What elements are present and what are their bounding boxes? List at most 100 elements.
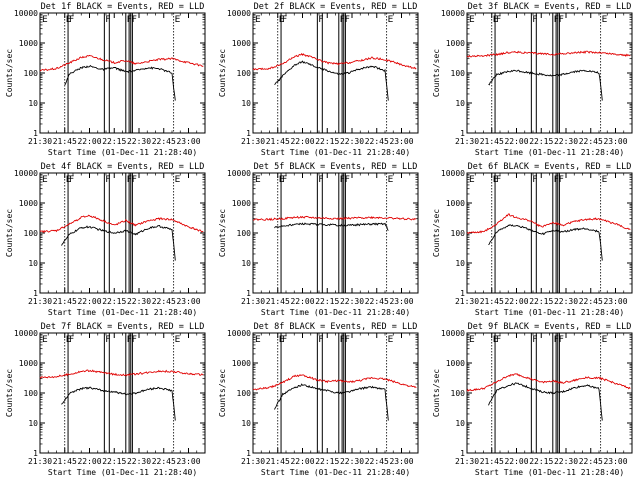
y-tick-label: 10 [28, 99, 38, 108]
x-tick-label: 23:00 [603, 457, 627, 466]
x-tick-label: 21:45 [53, 137, 77, 146]
x-tick-label: 22:45 [578, 297, 602, 306]
x-tick-label: 22:30 [554, 297, 578, 306]
y-tick-label: 100 [237, 229, 252, 238]
lld-series-line [466, 213, 631, 235]
x-tick-label: 22:45 [152, 457, 176, 466]
x-tick-label: 22:45 [365, 457, 389, 466]
y-tick-label: 1000 [19, 39, 38, 48]
chart-title: Det 9f BLACK = Events, RED = LLD [467, 322, 631, 332]
detector-panel-3: Det 3f BLACK = Events, RED = LLD 1 10 100 10… [427, 0, 640, 160]
flag-label: E [175, 175, 181, 185]
x-tick-label: 22:15 [529, 457, 553, 466]
x-tick-label: 22:15 [102, 457, 126, 466]
x-tick-label: 21:45 [266, 297, 290, 306]
flag-label: F [69, 335, 74, 345]
y-axis-label: Counts/sec [5, 49, 14, 97]
flag-label: F [340, 15, 345, 25]
x-tick-label: 21:30 [455, 137, 479, 146]
events-series-line [61, 386, 176, 421]
flag-label: E [601, 335, 607, 345]
flag-label: F [105, 175, 110, 185]
x-axis-label: Start Time (01-Dec-11 21:28:40) [261, 148, 410, 157]
flag-label: F [282, 175, 287, 185]
y-axis-label: Counts/sec [432, 369, 441, 417]
y-axis-label: Counts/sec [218, 369, 227, 417]
flag-label: E [279, 335, 285, 345]
detector-panel-5: Det 5f BLACK = Events, RED = LLD 1 10 100 10… [213, 160, 426, 320]
x-tick-label: 21:30 [241, 457, 265, 466]
y-tick-label: 1 [247, 289, 252, 298]
x-tick-label: 22:15 [529, 297, 553, 306]
y-tick-label: 10000 [227, 169, 251, 178]
x-tick-label: 22:45 [152, 297, 176, 306]
y-tick-label: 1000 [445, 39, 464, 48]
y-tick-label: 100 [237, 69, 252, 78]
flag-label-start: E [469, 175, 475, 185]
x-tick-label: 22:30 [127, 137, 151, 146]
y-tick-label: 100 [24, 389, 39, 398]
x-tick-label: 21:30 [455, 457, 479, 466]
flag-label: E [601, 15, 607, 25]
x-tick-label: 22:00 [504, 297, 528, 306]
flag-label: F [553, 175, 558, 185]
x-tick-label: 22:45 [578, 457, 602, 466]
x-tick-label: 21:45 [266, 457, 290, 466]
x-tick-label: 22:15 [529, 137, 553, 146]
detector-panel-6: Det 6f BLACK = Events, RED = LLD 1 10 100 10… [427, 160, 640, 320]
flag-label: F [558, 15, 563, 25]
x-tick-label: 22:30 [127, 457, 151, 466]
y-tick-label: 1000 [232, 359, 251, 368]
y-tick-label: 10 [242, 259, 252, 268]
lld-series-line [466, 373, 631, 392]
flag-label-start: E [42, 335, 48, 345]
x-tick-label: 22:15 [316, 137, 340, 146]
x-axis-label: Start Time (01-Dec-11 21:28:40) [261, 468, 410, 477]
x-tick-label: 21:45 [266, 137, 290, 146]
x-tick-label: 23:00 [176, 457, 200, 466]
events-series-line [487, 69, 603, 101]
x-tick-label: 21:30 [241, 137, 265, 146]
x-tick-label: 21:30 [241, 297, 265, 306]
flag-label: F [132, 335, 137, 345]
flag-label: F [532, 175, 537, 185]
events-series-line [487, 382, 603, 421]
x-tick-label: 22:00 [77, 137, 101, 146]
flag-label: E [492, 175, 498, 185]
flag-label-start: E [255, 15, 261, 25]
detector-panel-8: Det 8f BLACK = Events, RED = LLD 1 10 100 10… [213, 320, 426, 480]
flag-label: F [532, 15, 537, 25]
x-axis-label: Start Time (01-Dec-11 21:28:40) [48, 148, 197, 157]
detector-panel-4: Det 4f BLACK = Events, RED = LLD 1 10 100 10… [0, 160, 213, 320]
flag-label: F [553, 15, 558, 25]
chart-title: Det 6f BLACK = Events, RED = LLD [467, 162, 631, 172]
chart-title: Det 3f BLACK = Events, RED = LLD [467, 2, 631, 12]
chart-svg: Det 4f BLACK = Events, RED = LLD 1 10 100 10… [5, 162, 206, 317]
flag-label: F [319, 15, 324, 25]
chart-title: Det 7f BLACK = Events, RED = LLD [41, 322, 205, 332]
flag-label: E [66, 175, 72, 185]
y-tick-label: 1 [33, 289, 38, 298]
flag-label-start: E [42, 15, 48, 25]
y-tick-label: 10000 [227, 329, 251, 338]
flag-label: F [127, 175, 132, 185]
y-tick-label: 10000 [227, 9, 251, 18]
flag-label: F [127, 15, 132, 25]
x-axis-label: Start Time (01-Dec-11 21:28:40) [475, 468, 624, 477]
flag-label: E [492, 15, 498, 25]
x-tick-label: 21:45 [53, 457, 77, 466]
y-tick-label: 100 [24, 229, 39, 238]
x-tick-label: 22:15 [316, 297, 340, 306]
x-axis-label: Start Time (01-Dec-11 21:28:40) [48, 308, 197, 317]
flag-label: F [496, 175, 501, 185]
x-tick-label: 22:30 [127, 297, 151, 306]
y-tick-label: 1 [460, 449, 465, 458]
flag-label: E [175, 335, 181, 345]
flag-label: F [345, 175, 350, 185]
flag-label: F [496, 335, 501, 345]
events-series-line [274, 60, 390, 101]
x-tick-label: 22:00 [504, 457, 528, 466]
flag-label: E [492, 335, 498, 345]
flag-label: F [345, 335, 350, 345]
